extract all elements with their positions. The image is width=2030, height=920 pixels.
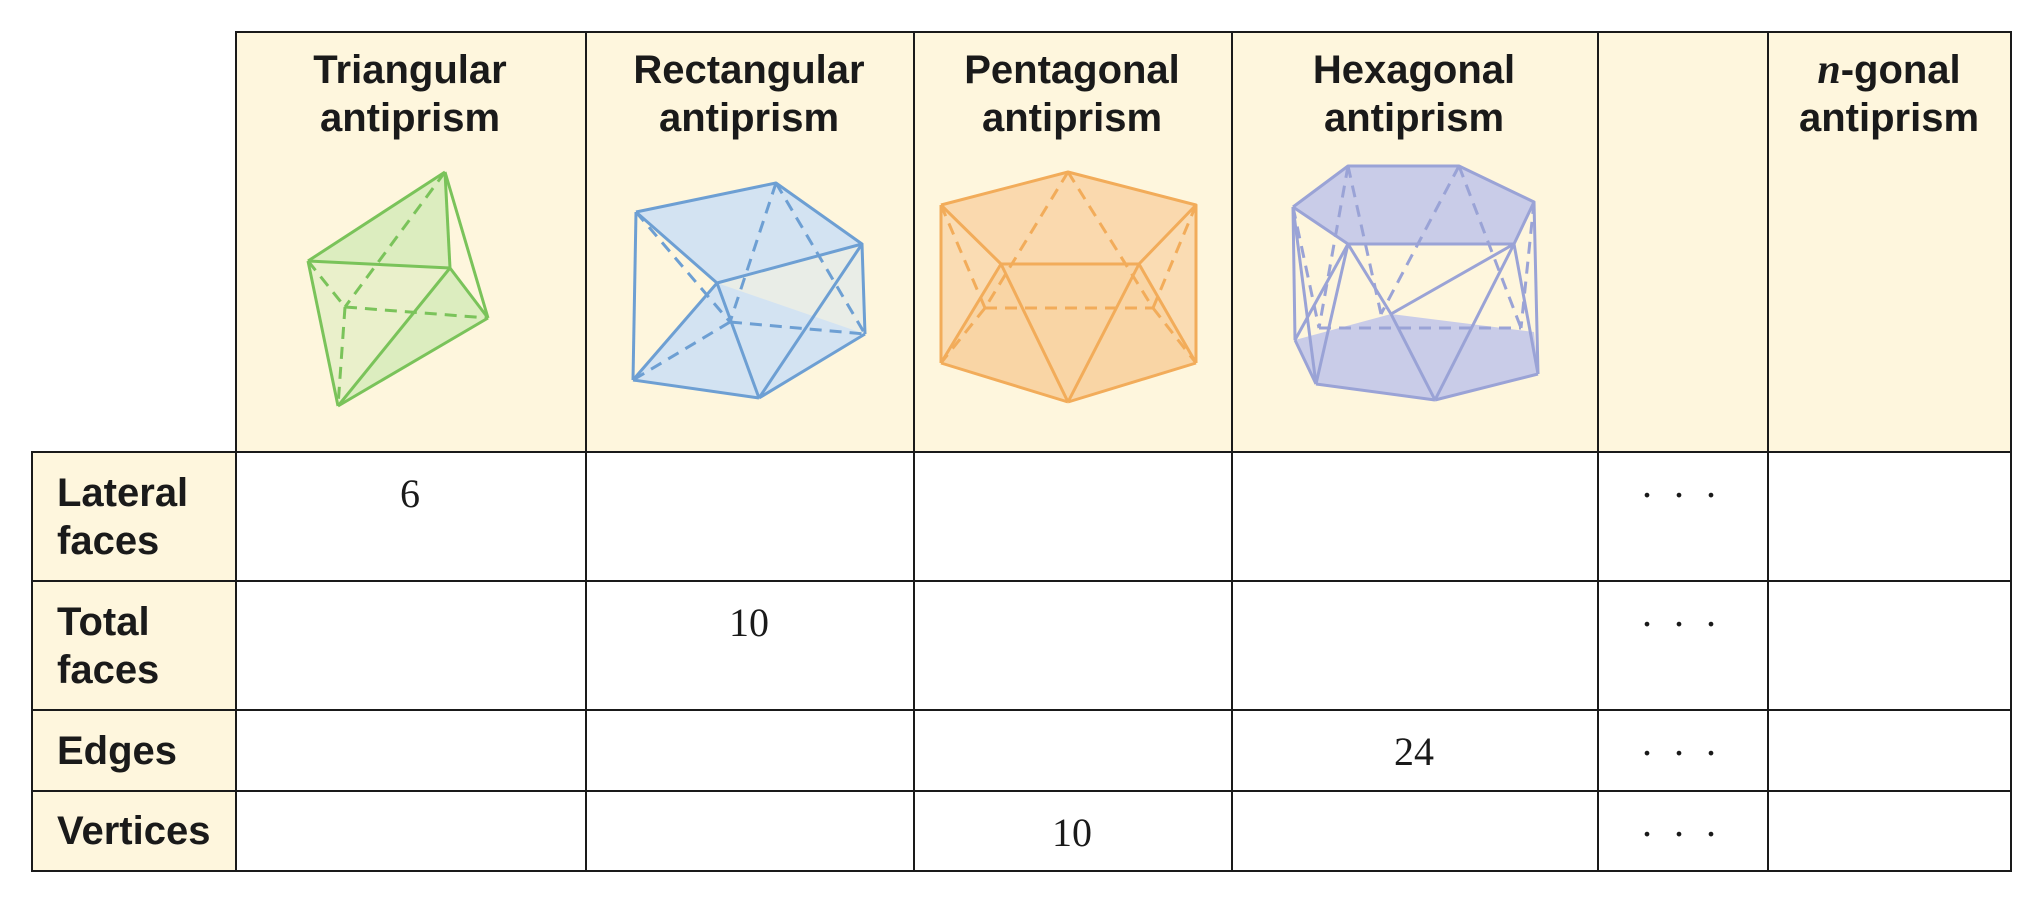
table-cell: . . . [1642, 800, 1722, 845]
table-cell: . . . [1642, 719, 1722, 764]
header-ellipsis-column [1597, 32, 1767, 452]
header-title: Rectangular antiprism [585, 46, 913, 142]
table-cell: 6 [400, 471, 420, 516]
grid-line [31, 580, 2012, 582]
header-title-line2: antiprism [1798, 96, 1980, 140]
header-title-line2: antiprism [319, 96, 501, 140]
hexagonal-antiprism-figure [1291, 164, 1540, 402]
triangular-antiprism-figure [306, 170, 490, 408]
table-cell: . . . [1642, 590, 1722, 635]
table-cell: 10 [1052, 810, 1092, 855]
header-title: n-gonal antiprism [1767, 46, 2011, 142]
header-pentagonal: Pentagonal antiprism [913, 32, 1231, 452]
header-hexagonal: Hexagonal antiprism [1231, 32, 1597, 452]
grid-line [31, 790, 2012, 792]
grid-line [31, 709, 2012, 711]
row-label-total-faces: Total faces [31, 581, 235, 710]
header-title: Pentagonal antiprism [913, 46, 1231, 142]
row-label-lateral-faces: Lateral faces [31, 452, 235, 581]
grid-line [235, 31, 2012, 33]
table-cell: . . . [1642, 461, 1722, 506]
grid-line [585, 31, 587, 872]
header-title: Hexagonal antiprism [1231, 46, 1597, 142]
grid-line [913, 31, 915, 872]
grid-line [2010, 31, 2012, 872]
grid-line [235, 31, 237, 872]
header-rectangular: Rectangular antiprism [585, 32, 913, 452]
header-title-line2: antiprism [1323, 96, 1505, 140]
grid-line [1767, 31, 1769, 872]
header-n-gonal: n-gonal antiprism [1767, 32, 2011, 452]
row-label-vertices: Vertices [31, 791, 235, 871]
table-cell: 10 [729, 600, 769, 645]
table-cell: 24 [1394, 729, 1434, 774]
grid-line [31, 870, 2012, 872]
header-title-line1: Hexagonal [1312, 48, 1516, 92]
row-label-edges: Edges [31, 710, 235, 791]
grid-line [31, 451, 2012, 453]
grid-line [31, 451, 33, 872]
header-title: Triangular antiprism [235, 46, 585, 142]
header-title-line1: Rectangular [633, 48, 865, 92]
grid-line [1231, 31, 1233, 872]
header-title-line1: Triangular [313, 48, 507, 92]
header-title-line2: antiprism [981, 96, 1163, 140]
header-title-line2: antiprism [658, 96, 840, 140]
grid-line [1597, 31, 1599, 872]
rectangular-antiprism-figure [631, 181, 867, 400]
pentagonal-antiprism-figure [939, 170, 1198, 404]
header-title-line1: -gonal [1840, 48, 1961, 92]
header-triangular: Triangular antiprism [235, 32, 585, 452]
header-title-italic-n: n [1817, 47, 1841, 93]
header-title-line1: Pentagonal [964, 48, 1180, 92]
